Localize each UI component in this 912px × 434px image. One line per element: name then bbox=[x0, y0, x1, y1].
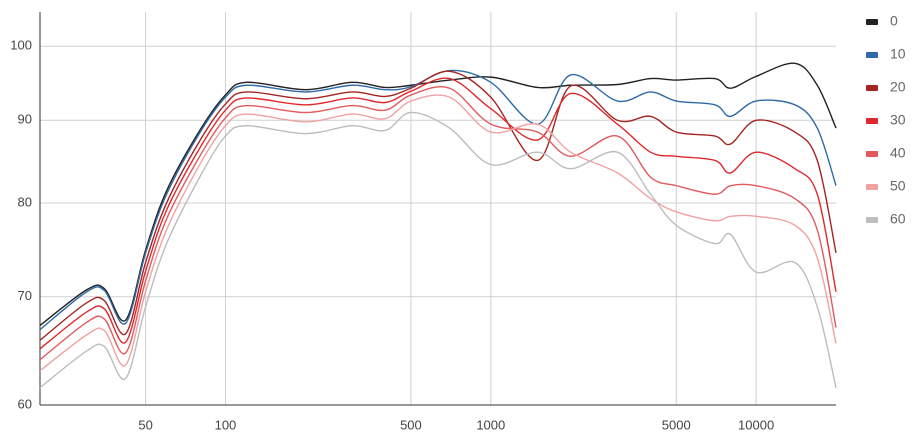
legend-swatch bbox=[866, 85, 878, 91]
x-tick-label: 1000 bbox=[476, 417, 505, 432]
x-tick-label: 100 bbox=[215, 417, 237, 432]
legend-label: 10 bbox=[890, 46, 906, 62]
legend-swatch bbox=[866, 52, 878, 58]
y-tick-label: 90 bbox=[18, 112, 32, 127]
x-tick-label: 50 bbox=[138, 417, 152, 432]
legend-swatch bbox=[866, 217, 878, 223]
legend-label: 60 bbox=[890, 211, 906, 227]
legend-label: 40 bbox=[890, 145, 906, 161]
legend-swatch bbox=[866, 151, 878, 157]
x-tick-label: 5000 bbox=[662, 417, 691, 432]
y-tick-label: 70 bbox=[18, 288, 32, 303]
x-tick-label: 10000 bbox=[738, 417, 774, 432]
legend-label: 50 bbox=[890, 178, 906, 194]
series-line bbox=[39, 94, 837, 372]
legend-swatch bbox=[866, 19, 878, 25]
series-line bbox=[39, 77, 837, 350]
series-line bbox=[39, 69, 837, 331]
legend-label: 0 bbox=[890, 13, 898, 29]
series-line bbox=[39, 62, 837, 326]
x-tick-label: 500 bbox=[400, 417, 422, 432]
legend-swatch bbox=[866, 118, 878, 124]
y-tick-label: 100 bbox=[10, 38, 32, 53]
y-tick-label: 60 bbox=[18, 396, 32, 411]
series-line bbox=[39, 70, 837, 341]
legend-label: 30 bbox=[890, 112, 906, 128]
legend-swatch bbox=[866, 184, 878, 190]
legend-label: 20 bbox=[890, 79, 906, 95]
y-tick-label: 80 bbox=[18, 194, 32, 209]
series-line bbox=[39, 86, 837, 361]
series-line bbox=[39, 111, 837, 389]
